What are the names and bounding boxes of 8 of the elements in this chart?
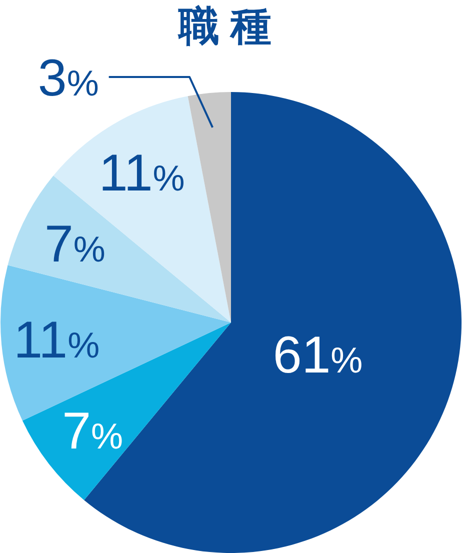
data-label: 7%	[62, 402, 124, 460]
data-label: 11%	[14, 312, 100, 370]
data-label: 61%	[272, 326, 363, 384]
pie-slice	[188, 92, 231, 322]
data-label: 3%	[38, 50, 99, 108]
data-label: 11%	[98, 144, 185, 202]
data-label: 7%	[44, 216, 106, 274]
chart-title: 職 種	[177, 3, 272, 49]
